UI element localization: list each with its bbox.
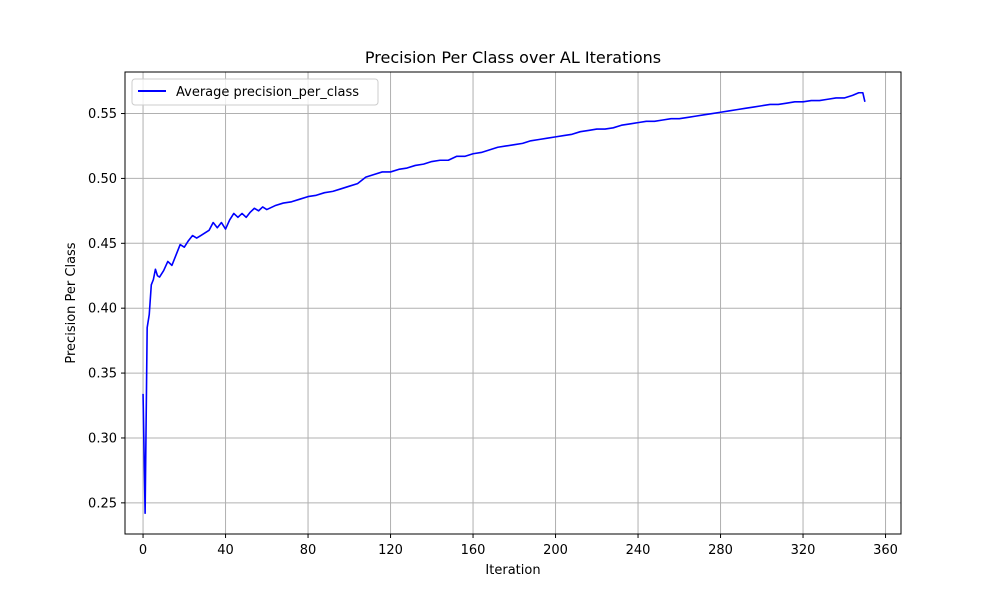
y-tick-label: 0.45 (88, 237, 117, 252)
y-tick-label: 0.35 (88, 367, 117, 382)
x-tick-label: 280 (708, 543, 733, 558)
tick-layer: 0 40 80 120 160 200 240 280 320 360 0.25 0.30 0.35 0.… (88, 107, 898, 558)
x-tick-label: 0 (139, 543, 147, 558)
x-tick-label: 240 (626, 543, 651, 558)
chart-title: Precision Per Class over AL Iterations (365, 48, 661, 67)
y-tick-label: 0.55 (88, 107, 117, 122)
grid-lines (125, 72, 901, 534)
legend-entry: Average precision_per_class (176, 85, 359, 100)
x-tick-label: 120 (378, 543, 403, 558)
series-layer (142, 91, 866, 515)
x-tick-label: 160 (461, 543, 486, 558)
x-axis-label: Iteration (485, 563, 540, 578)
legend-box (131, 78, 379, 106)
plot-frame (124, 71, 902, 535)
x-tick-label: 360 (873, 543, 898, 558)
x-tick-label: 320 (791, 543, 816, 558)
y-tick-label: 0.30 (88, 431, 117, 446)
x-tick-label: 80 (300, 543, 317, 558)
x-tick-label: 40 (217, 543, 234, 558)
y-tick-label: 0.40 (88, 302, 117, 317)
series-line (142, 91, 866, 515)
legend: Average precision_per_class (131, 78, 379, 106)
y-tick-label: 0.50 (88, 172, 117, 187)
x-tick-label: 200 (543, 543, 568, 558)
y-axis-label: Precision Per Class (64, 242, 79, 363)
y-tick-label: 0.25 (88, 496, 117, 511)
